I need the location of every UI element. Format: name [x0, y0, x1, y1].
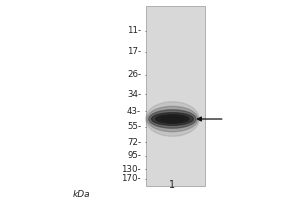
- FancyBboxPatch shape: [146, 6, 205, 186]
- Ellipse shape: [160, 116, 184, 122]
- Text: 130-: 130-: [122, 165, 141, 174]
- Text: 34-: 34-: [127, 90, 141, 99]
- Text: 1: 1: [169, 180, 176, 190]
- Text: kDa: kDa: [73, 190, 90, 199]
- Text: 11-: 11-: [127, 26, 141, 35]
- Ellipse shape: [147, 106, 198, 132]
- Text: 43-: 43-: [127, 107, 141, 116]
- Text: 72-: 72-: [127, 138, 141, 147]
- Ellipse shape: [164, 117, 181, 121]
- Text: 55-: 55-: [127, 122, 141, 131]
- Ellipse shape: [146, 102, 199, 136]
- Ellipse shape: [152, 113, 194, 125]
- Text: 170-: 170-: [122, 174, 141, 183]
- Text: 17-: 17-: [127, 47, 141, 56]
- Ellipse shape: [156, 115, 189, 123]
- Ellipse shape: [149, 110, 196, 128]
- Text: 26-: 26-: [127, 70, 141, 79]
- Text: 95-: 95-: [127, 151, 141, 160]
